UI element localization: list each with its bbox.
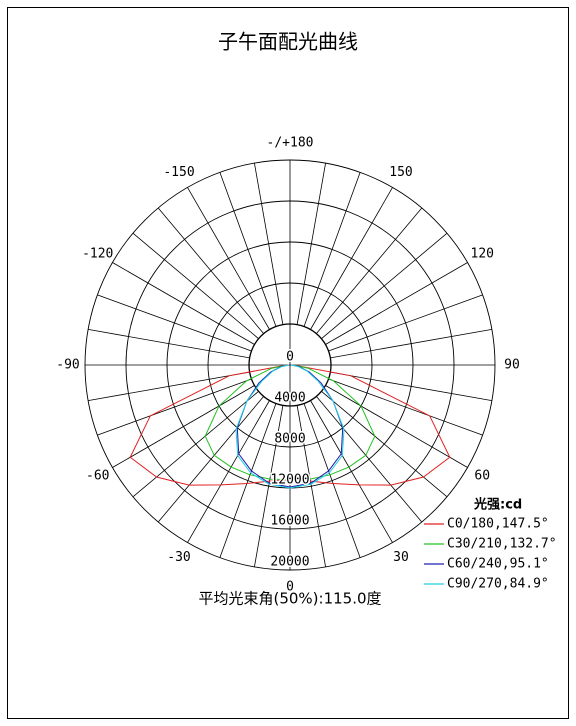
chart-title: 子午面配光曲线	[218, 30, 358, 54]
intensity-curve	[235, 364, 345, 489]
angle-tick-label: -120	[82, 247, 113, 262]
intensity-curve	[204, 364, 376, 481]
angle-tick-label: 0	[286, 580, 294, 595]
angle-tick-label: -/+180	[267, 136, 314, 151]
ring	[248, 323, 332, 407]
angle-tick-label: -60	[86, 469, 109, 484]
legend-label: C0/180,147.5°	[447, 517, 549, 532]
ring	[207, 282, 373, 448]
frame	[7, 7, 569, 719]
r-tick-label: 16000	[270, 514, 309, 529]
r-tick-label: 4000	[274, 391, 305, 406]
r-tick-label: 8000	[274, 432, 305, 447]
legend-title: 光强:cd	[473, 497, 522, 513]
intensity-curve	[236, 364, 344, 488]
legend-label: C90/270,84.9°	[447, 577, 549, 592]
angle-tick-label: -90	[56, 358, 79, 373]
angle-tick-label: 150	[389, 165, 412, 180]
r-tick-label: 20000	[270, 555, 309, 570]
angle-tick-label: 30	[393, 550, 409, 565]
legend-label: C60/240,95.1°	[447, 557, 549, 572]
ring	[125, 200, 455, 530]
angle-tick-label: -30	[167, 550, 190, 565]
legend-label: C30/210,132.7°	[447, 537, 557, 552]
angle-tick-label: 90	[504, 358, 520, 373]
angle-tick-label: -150	[163, 165, 194, 180]
r-tick-label: 12000	[270, 473, 309, 488]
beam-note: 平均光束角(50%):115.0度	[198, 590, 381, 608]
angle-tick-label: 60	[474, 469, 490, 484]
angle-tick-label: 120	[471, 247, 494, 262]
ring	[84, 159, 496, 571]
r-tick-label: 0	[286, 350, 294, 365]
